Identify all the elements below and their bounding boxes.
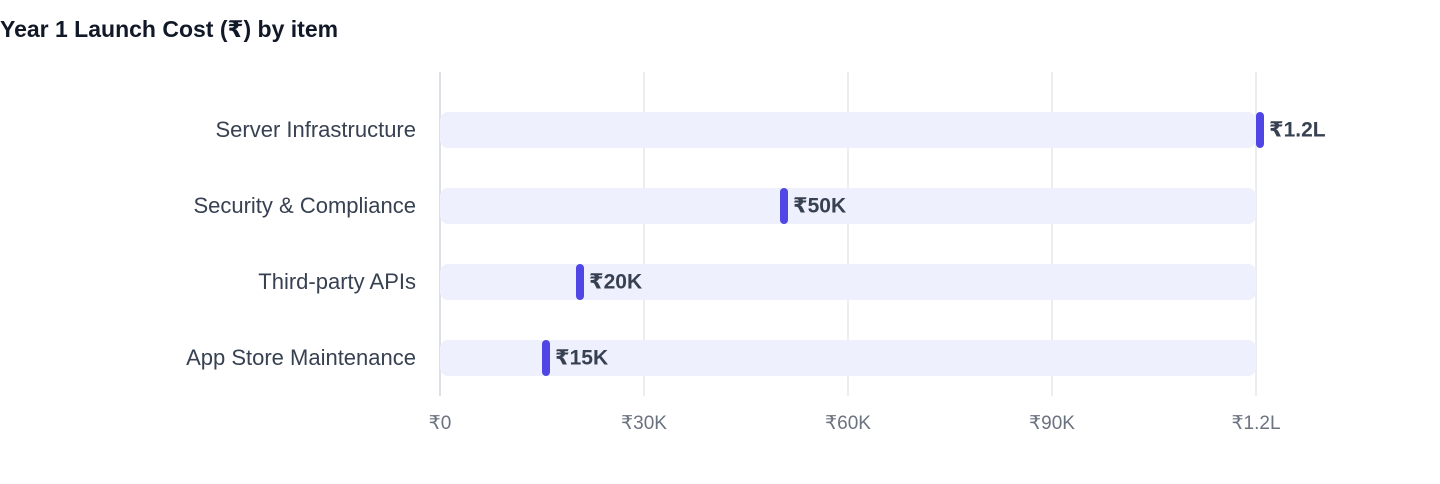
x-tick-label: ₹0 (429, 413, 452, 434)
x-tick-label: ₹30K (621, 413, 667, 434)
bar-marker (542, 340, 550, 376)
y-tick-label: Security & Compliance (193, 193, 416, 218)
bar-track (440, 112, 1256, 148)
value-label: ₹15K (555, 347, 608, 370)
bar-track (440, 340, 1256, 376)
chart-title: Year 1 Launch Cost (₹) by item (0, 16, 338, 42)
bar-track (440, 188, 1256, 224)
value-label: ₹1.2L (1269, 119, 1326, 142)
y-tick-label: Third-party APIs (258, 269, 416, 294)
value-label: ₹50K (793, 195, 846, 218)
y-tick-label: App Store Maintenance (186, 345, 416, 370)
value-label: ₹20K (589, 271, 642, 294)
bar-marker (1256, 112, 1264, 148)
bar-track (440, 264, 1256, 300)
bar-marker (780, 188, 788, 224)
x-tick-label: ₹60K (825, 413, 871, 434)
bar-marker (576, 264, 584, 300)
x-tick-label: ₹1.2L (1231, 413, 1280, 434)
y-tick-label: Server Infrastructure (215, 117, 416, 142)
x-tick-label: ₹90K (1029, 413, 1075, 434)
